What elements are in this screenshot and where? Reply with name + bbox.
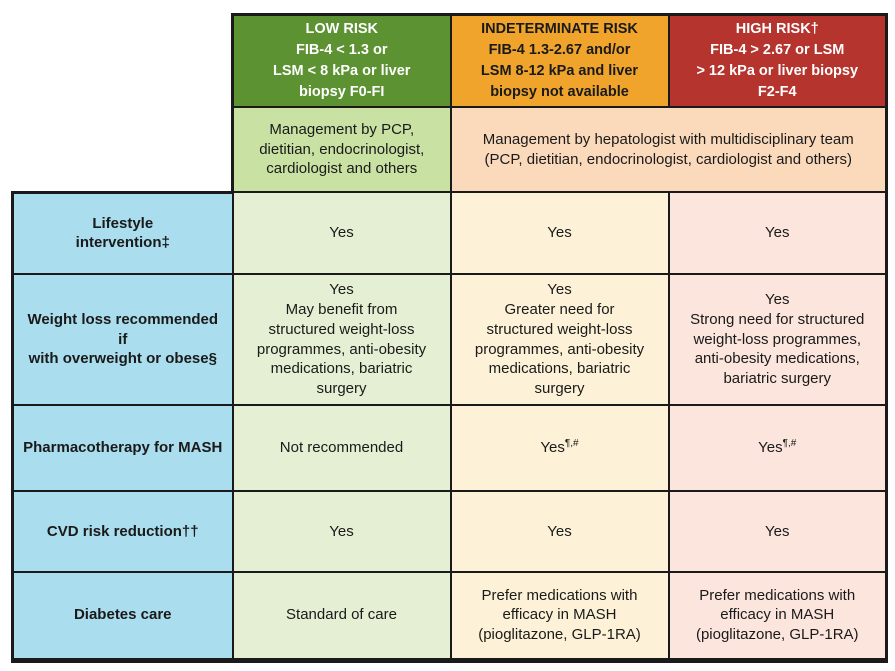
management-cell-low: Management by PCP, dietitian, endocrinol… [231,106,452,194]
row-label-cvd-risk-reduction: CVD risk reduction†† [11,490,234,574]
cell-text: Yes [758,439,783,457]
row-label-diabetes-care: Diabetes care [11,571,234,663]
cell-cvd-indeterminate: Yes [449,490,670,574]
row-label-pharmacotherapy: Pharmacotherapy for MASH [11,404,234,493]
mash-risk-stratification-table: LOW RISK FIB-4 < 1.3 or LSM < 8 kPa or l… [11,13,888,663]
cell-diabetes-high: Prefer medications with efficacy in MASH… [667,571,888,663]
cell-cvd-high: Yes [667,490,888,574]
header-low-risk: LOW RISK FIB-4 < 1.3 or LSM < 8 kPa or l… [231,13,452,109]
management-cell-merged: Management by hepatologist with multidis… [449,106,888,194]
cell-weight-loss-low: Yes May benefit from structured weight-l… [231,273,452,407]
row-label-weight-loss: Weight loss recommended if with overweig… [11,273,234,407]
cell-lifestyle-indeterminate: Yes [449,191,670,276]
header-indeterminate-risk: INDETERMINATE RISK FIB-4 1.3-2.67 and/or… [449,13,670,109]
cell-lifestyle-low: Yes [231,191,452,276]
cell-diabetes-low: Standard of care [231,571,452,663]
cell-text: Yes [540,439,565,457]
cell-weight-loss-high: Yes Strong need for structured weight-lo… [667,273,888,407]
row-label-lifestyle-intervention: Lifestyle intervention‡ [11,190,234,276]
header-high-risk: HIGH RISK† FIB-4 > 2.67 or LSM > 12 kPa … [667,13,888,109]
cell-weight-loss-indeterminate: Yes Greater need for structured weight-l… [449,273,670,407]
cell-cvd-low: Yes [231,490,452,574]
footnote-marker: ¶,# [564,438,579,450]
cell-lifestyle-high: Yes [667,191,888,276]
blank-corner [12,14,233,193]
cell-pharmacotherapy-low: Not recommended [231,404,452,493]
cell-pharmacotherapy-indeterminate: Yes¶,# [449,404,670,493]
cell-diabetes-indeterminate: Prefer medications with efficacy in MASH… [449,571,670,663]
cell-pharmacotherapy-high: Yes¶,# [667,404,888,493]
footnote-marker: ¶,# [782,438,797,450]
